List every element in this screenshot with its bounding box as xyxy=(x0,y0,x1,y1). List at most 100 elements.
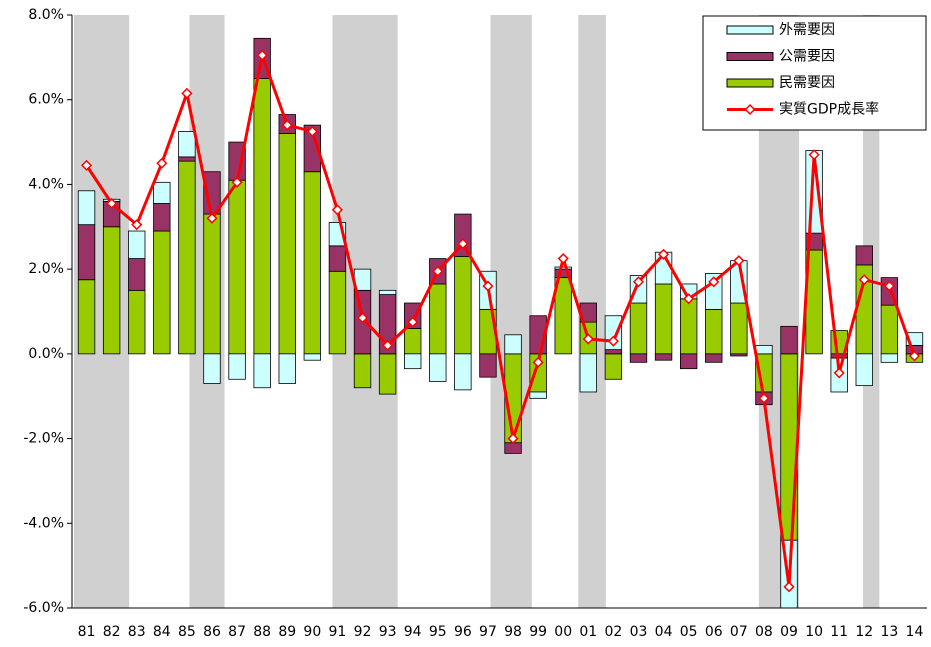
bar-segment xyxy=(705,308,723,355)
bar-segment xyxy=(378,289,397,295)
growth-marker xyxy=(156,157,168,169)
growth-marker xyxy=(658,248,670,260)
x-tick-label: 10 xyxy=(805,624,823,640)
bar-segment xyxy=(153,181,171,204)
bar-segment xyxy=(228,179,246,355)
y-tick-label: 2.0% xyxy=(28,261,64,277)
growth-marker xyxy=(356,312,369,324)
growth-marker xyxy=(908,350,921,362)
bar-segment xyxy=(730,353,748,357)
bar-segment xyxy=(102,226,121,355)
growth-marker xyxy=(482,280,494,292)
bar-segment xyxy=(554,266,572,270)
growth-marker xyxy=(883,280,895,292)
x-tick-label: 90 xyxy=(303,624,321,640)
x-tick-label: 00 xyxy=(554,624,572,640)
x-tick-label: 88 xyxy=(253,624,271,640)
y-tick-label: 8.0% xyxy=(28,7,64,23)
bar-segment xyxy=(378,353,397,395)
y-tick-label: 4.0% xyxy=(28,176,64,192)
growth-marker xyxy=(131,219,143,231)
growth-marker xyxy=(306,125,318,138)
x-tick-label: 98 xyxy=(504,624,522,640)
bar-segment xyxy=(178,156,196,162)
bar-segment xyxy=(328,270,347,355)
growth-marker xyxy=(382,339,394,351)
bar-segment xyxy=(755,344,773,355)
x-tick-label: 13 xyxy=(880,624,898,640)
bar-segment xyxy=(880,304,899,355)
growth-marker xyxy=(256,49,268,61)
x-tick-label: 09 xyxy=(780,624,798,640)
growth-marker xyxy=(632,276,645,288)
bar-segment xyxy=(178,160,196,355)
y-tick-label: -2.0% xyxy=(23,431,64,447)
bar-segment xyxy=(404,353,422,370)
bar-segment xyxy=(128,289,146,355)
x-tick-label: 11 xyxy=(830,624,848,640)
bar-segment xyxy=(353,353,372,389)
bar-segment xyxy=(880,353,899,363)
growth-marker xyxy=(331,204,343,216)
bar-segment xyxy=(855,245,873,266)
x-tick-label: 04 xyxy=(655,624,673,640)
growth-marker xyxy=(181,87,193,99)
growth-marker xyxy=(683,293,695,305)
bar-segment xyxy=(454,353,472,391)
bar-segment xyxy=(178,131,196,158)
x-tick-label: 01 xyxy=(579,624,597,640)
growth-marker xyxy=(808,149,820,161)
x-tick-label: 05 xyxy=(680,624,698,640)
bar-segment xyxy=(679,298,698,355)
x-tick-label: 81 xyxy=(78,624,96,640)
bar-segment xyxy=(604,353,623,380)
x-tick-label: 03 xyxy=(630,624,648,640)
bar-segment xyxy=(554,277,572,355)
growth-marker xyxy=(557,252,569,265)
x-tick-label: 83 xyxy=(128,624,146,640)
x-tick-label: 89 xyxy=(278,624,296,640)
growth-marker xyxy=(231,176,243,188)
bar-segment xyxy=(404,328,422,355)
growth-marker xyxy=(783,581,795,593)
bar-segment xyxy=(153,230,171,355)
bar-segment xyxy=(529,391,547,399)
x-tick-label: 84 xyxy=(153,624,171,640)
bar-segment xyxy=(278,353,296,384)
bar-segment xyxy=(504,334,522,355)
bar-segment xyxy=(253,353,271,389)
x-tick-label: 93 xyxy=(379,624,397,640)
bar-segment xyxy=(780,325,798,355)
bar-segment xyxy=(303,124,322,173)
bar-segment xyxy=(203,353,221,384)
x-tick-label: 99 xyxy=(529,624,547,640)
bar-segment xyxy=(679,353,698,370)
bar-segment xyxy=(454,213,472,257)
growth-marker xyxy=(582,333,594,345)
bar-segment xyxy=(328,245,347,272)
bar-segment xyxy=(629,302,648,355)
bar-segment xyxy=(429,283,447,355)
growth-marker xyxy=(733,255,745,267)
x-tick-label: 91 xyxy=(329,624,347,640)
growth-marker xyxy=(432,265,444,277)
bar-segment xyxy=(278,133,296,355)
x-tick-label: 08 xyxy=(755,624,773,640)
growth-marker xyxy=(758,392,770,404)
growth-marker xyxy=(106,197,118,210)
bar-segment xyxy=(429,353,447,382)
bar-segment xyxy=(654,353,673,361)
x-tick-label: 86 xyxy=(203,624,221,640)
bar-segment xyxy=(504,442,522,454)
growth-marker xyxy=(281,119,293,131)
bar-segment xyxy=(153,203,171,232)
y-tick-label: 6.0% xyxy=(28,92,64,108)
bar-segment xyxy=(454,256,472,355)
y-tick-label: -4.0% xyxy=(23,515,64,531)
bar-segment xyxy=(705,353,723,363)
bar-segment xyxy=(203,213,221,355)
legend-marker xyxy=(744,103,756,116)
legend-label: 外需要因 xyxy=(779,22,835,38)
legend-swatch xyxy=(726,52,774,61)
